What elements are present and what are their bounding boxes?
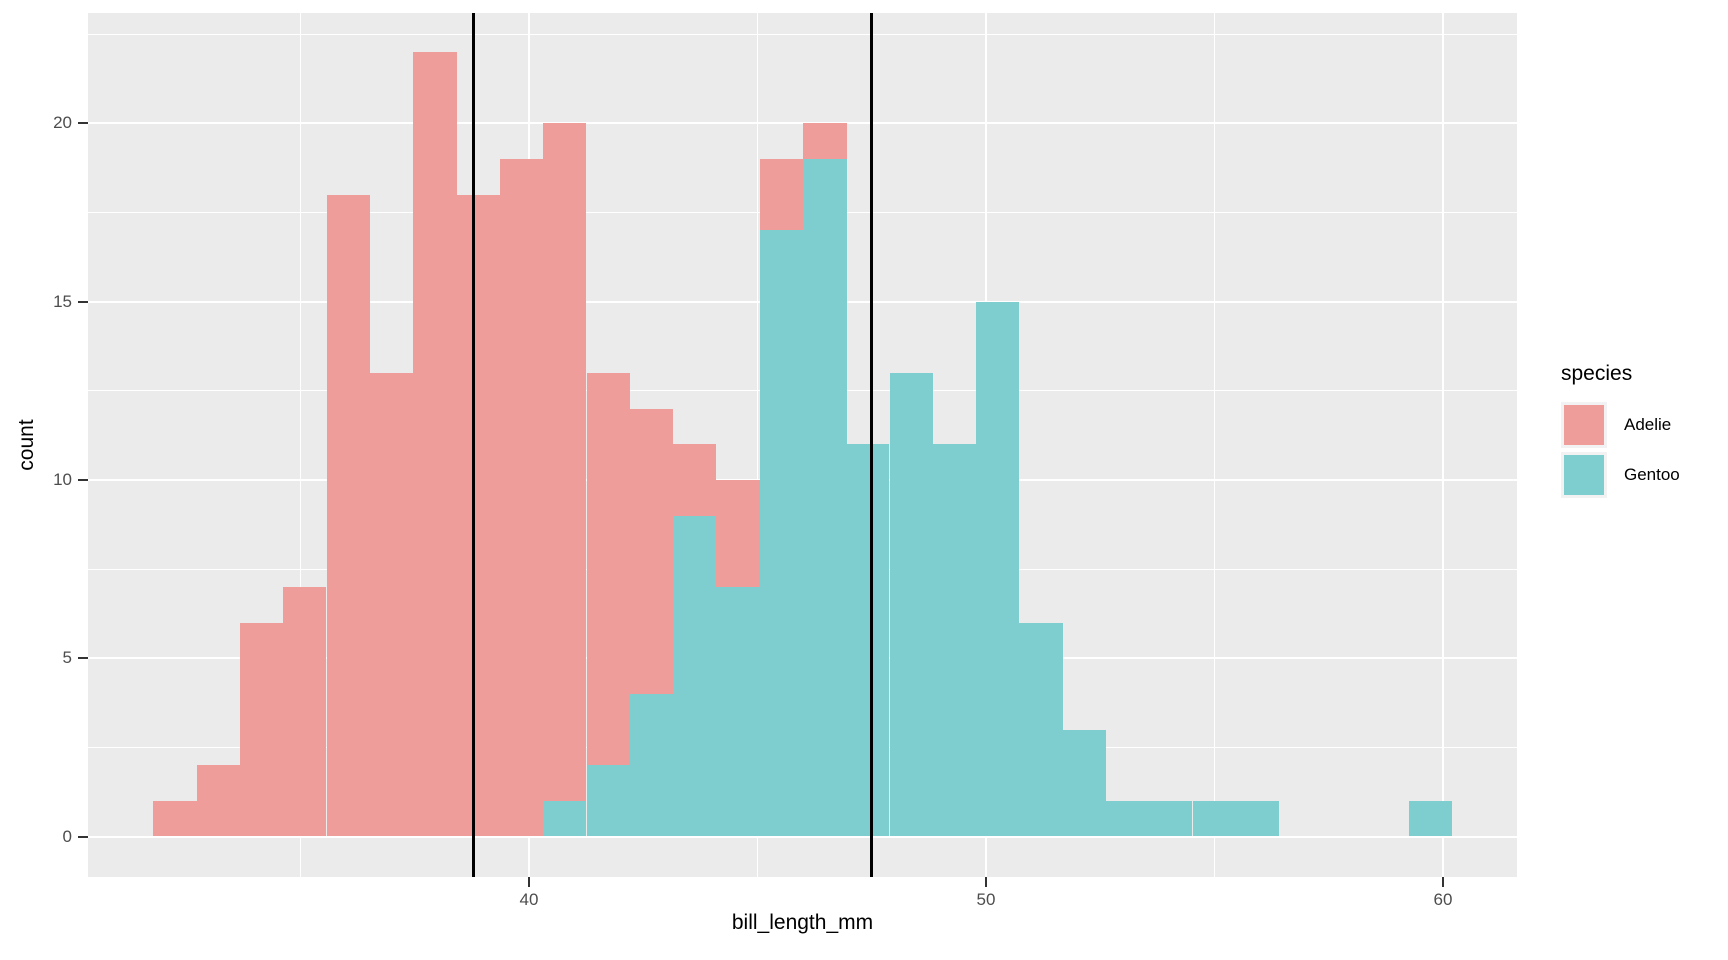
bar-segment-gentoo <box>932 444 977 837</box>
legend-item-gentoo: Gentoo <box>1561 452 1680 498</box>
bar-segment-gentoo <box>803 158 847 837</box>
bar-segment-gentoo <box>1062 729 1107 837</box>
gridline-x-major <box>1442 13 1444 877</box>
bar-segment-adelie <box>369 372 414 837</box>
legend-item-adelie: Adelie <box>1561 402 1680 448</box>
x-tick-mark <box>1442 877 1444 887</box>
bar-segment-gentoo <box>672 515 717 837</box>
mean-line-gentoo <box>870 13 874 877</box>
x-tick-label: 60 <box>1433 890 1453 909</box>
y-tick-label: 0 <box>62 826 72 846</box>
bar-segment-gentoo <box>1409 800 1453 837</box>
bar-segment-adelie <box>196 765 241 837</box>
bar-segment-adelie <box>543 123 587 801</box>
bar-segment-adelie <box>153 800 197 837</box>
bar-segment-adelie <box>586 372 630 766</box>
bar-segment-gentoo <box>716 586 760 837</box>
gridline-y-major <box>88 122 1517 125</box>
gridline-x-minor <box>1214 13 1215 877</box>
bar-segment-adelie <box>456 194 501 837</box>
x-tick-mark <box>985 877 987 887</box>
y-tick-label: 5 <box>62 648 72 668</box>
y-tick-mark <box>78 478 88 481</box>
gridline-y-major <box>88 835 1517 838</box>
gridline-x-minor <box>757 13 758 877</box>
bar-segment-adelie <box>240 622 284 837</box>
bar-segment-adelie <box>283 586 327 837</box>
bar-segment-gentoo <box>543 800 587 837</box>
bar-segment-gentoo <box>759 230 804 837</box>
bar-segment-gentoo <box>1106 800 1150 837</box>
legend-key-adelie <box>1561 402 1607 448</box>
bar-segment-gentoo <box>586 765 630 837</box>
bar-segment-adelie <box>716 479 760 587</box>
bar-segment-gentoo <box>629 693 674 837</box>
y-tick-mark <box>78 300 88 303</box>
bar-segment-adelie <box>499 158 544 837</box>
legend-key-gentoo <box>1561 452 1607 498</box>
y-tick-mark <box>78 657 88 660</box>
plot-panel <box>88 13 1517 877</box>
y-tick-label: 10 <box>53 469 72 489</box>
gridline-y-minor <box>88 33 1517 35</box>
bar-segment-adelie <box>326 194 370 837</box>
bar-segment-gentoo <box>1235 800 1280 837</box>
legend: species Adelie Gentoo <box>1561 362 1680 502</box>
y-tick-mark <box>78 122 88 125</box>
y-tick-label: 20 <box>53 113 72 133</box>
bar-segment-gentoo <box>1149 800 1193 837</box>
x-tick-label: 50 <box>976 890 996 909</box>
adelie-color-swatch <box>1564 405 1604 445</box>
bar-segment-gentoo <box>889 372 933 837</box>
x-tick-mark <box>528 877 530 887</box>
y-tick-mark <box>78 835 88 838</box>
gentoo-color-swatch <box>1564 455 1604 495</box>
legend-label-gentoo: Gentoo <box>1624 465 1680 484</box>
legend-title: species <box>1561 362 1633 385</box>
legend-label-adelie: Adelie <box>1624 415 1672 434</box>
x-tick-label: 40 <box>519 890 539 909</box>
bar-segment-adelie <box>413 51 457 837</box>
gridline-x-minor <box>300 13 301 877</box>
bar-segment-adelie <box>759 158 804 231</box>
bar-segment-gentoo <box>1192 800 1236 837</box>
mean-line-adelie <box>472 13 476 877</box>
bar-segment-gentoo <box>846 444 890 837</box>
bar-segment-adelie <box>672 444 717 516</box>
bar-segment-gentoo <box>975 301 1020 837</box>
bar-segment-gentoo <box>1019 622 1063 837</box>
y-axis-title: count <box>15 419 38 471</box>
y-tick-label: 15 <box>53 291 72 311</box>
bar-segment-adelie <box>629 408 674 694</box>
x-axis-title: bill_length_mm <box>731 911 874 934</box>
bar-segment-adelie <box>803 123 847 159</box>
